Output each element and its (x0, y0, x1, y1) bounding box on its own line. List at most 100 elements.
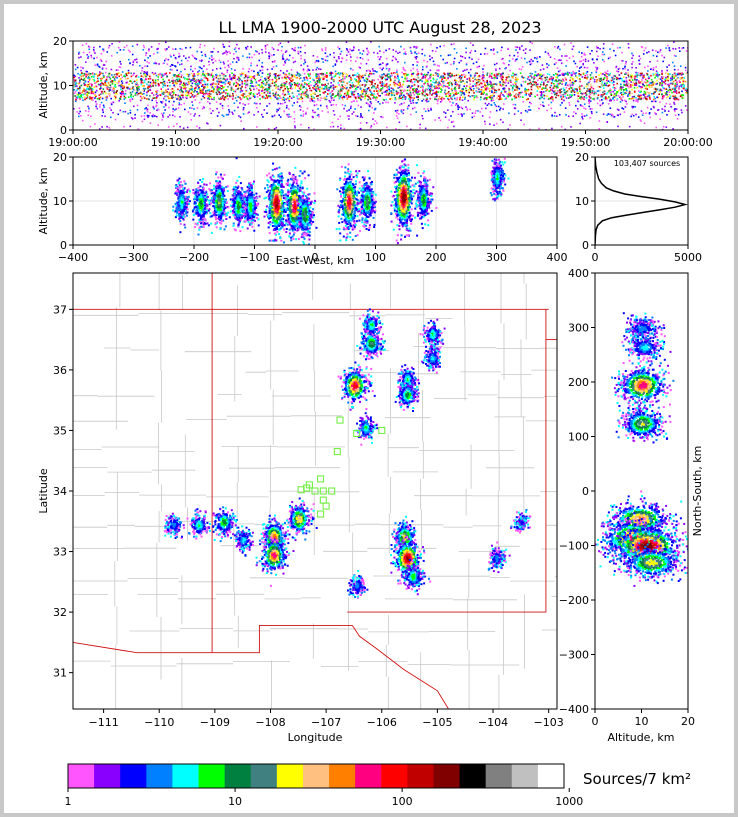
colorbar-tick-label: 1000 (555, 795, 583, 808)
map-source-cluster (394, 364, 420, 412)
map-ytick-label: 31 (53, 667, 67, 680)
lma-station-marker (305, 481, 313, 489)
lma-station-marker (317, 475, 325, 483)
map-ytick-label: 35 (53, 424, 67, 437)
east-west-ylabel: Altitude, km (37, 167, 50, 234)
east-west-xtick-label: −200 (179, 251, 209, 264)
county-line (312, 273, 316, 659)
map-ytick-label: 33 (53, 546, 67, 559)
county-line (73, 520, 557, 528)
colorbar-swatch (68, 764, 95, 788)
colorbar-swatch (250, 764, 278, 788)
map-ytick-label: 32 (53, 606, 67, 619)
colorbar-swatch (302, 764, 330, 788)
north-south-cluster (622, 312, 666, 345)
map-xtick-label: −104 (478, 716, 508, 729)
colorbar-swatch (355, 764, 382, 788)
map-ytick-label: 34 (53, 485, 67, 498)
map-xtick-label: −110 (144, 716, 174, 729)
histogram-ytick-label: 20 (575, 151, 589, 164)
county-line (73, 467, 535, 473)
lma-station-marker (322, 502, 330, 510)
state-line (73, 641, 213, 654)
altitude-time-panel: 19:00:00 19:10:00 19:20:00 19:30:00 19:40:00… (37, 35, 713, 149)
colorbar-label: Sources/7 km² (583, 770, 691, 788)
altitude-time-ylabel: Altitude, km (37, 51, 50, 118)
county-line (73, 394, 557, 399)
histogram-ytick-label: 10 (575, 195, 589, 208)
east-west-cluster (263, 162, 291, 245)
lma-station-marker (333, 448, 341, 456)
altitude-time-sources (73, 41, 688, 130)
county-line (73, 312, 453, 319)
lma-station-marker (336, 416, 344, 424)
colorbar-swatch (485, 764, 513, 788)
county-line (73, 446, 515, 452)
east-west-xtick-label: 200 (426, 251, 447, 264)
altitude-time-xtick-label: 19:00:00 (48, 136, 97, 149)
map-source-cluster (347, 570, 369, 599)
map-ytick-label: 36 (53, 364, 67, 377)
map-xtick-label: −105 (422, 716, 452, 729)
north-south-ytick-label: 0 (582, 485, 589, 498)
map-source-cluster (212, 506, 238, 543)
county-line (129, 628, 557, 633)
colorbar-swatch (537, 764, 565, 788)
map-xtick-label: −106 (367, 716, 397, 729)
altitude-time-ytick-label: 20 (53, 35, 67, 48)
altitude-time-xtick-label: 20:00:00 (663, 136, 712, 149)
histogram-xtick-label: 0 (592, 251, 599, 264)
map-source-cluster (186, 508, 211, 540)
map-source-cluster (487, 541, 511, 574)
east-west-cluster (208, 171, 230, 234)
map-source-cluster (356, 325, 386, 361)
county-line (464, 273, 472, 709)
east-west-cluster (390, 158, 418, 245)
lma-station-marker (311, 487, 319, 495)
altitude-time-ytick-label: 10 (53, 80, 67, 93)
east-west-cluster (489, 157, 510, 202)
map-source-cluster (355, 408, 379, 446)
county-line (156, 273, 162, 680)
plan-view-ylabel: Latitude (37, 468, 50, 514)
lma-figure: LL LMA 1900-2000 UTC August 28, 2023 19:… (37, 18, 713, 808)
north-south-panel: 0 10 20 −400 −300 −200 −100 0 100 200 300 400 Altit… (559, 267, 704, 744)
lma-station-marker (353, 430, 361, 437)
east-west-panel: −400 −300 −200 −100 0 100 200 300 400 0 10 20 Altit… (37, 151, 568, 267)
north-south-ytick-label: 100 (568, 431, 589, 444)
plan-view-panel: −111 −110 −109 −108 −107 −106 −105 −104 −103 31 32… (37, 272, 564, 744)
altitude-time-xtick-label: 19:30:00 (356, 136, 405, 149)
colorbar-swatch (329, 764, 356, 788)
map-xtick-label: −108 (255, 716, 285, 729)
colorbar-swatch (224, 764, 252, 788)
altitude-histogram-panel: 0 5000 0 10 20 103,407 sources (575, 151, 702, 264)
lma-station-marker (328, 487, 336, 495)
map-source-cluster (255, 533, 295, 587)
map-xtick-label: −103 (534, 716, 564, 729)
north-south-xtick-label: 0 (592, 715, 599, 728)
state-boundaries (73, 273, 557, 709)
county-line (181, 273, 188, 709)
east-west-ytick-label: 0 (60, 239, 67, 252)
colorbar-swatch (407, 764, 434, 788)
county-line (417, 273, 425, 709)
north-south-xlabel: Altitude, km (607, 731, 674, 744)
state-line (347, 309, 547, 613)
county-boundaries (73, 273, 557, 709)
map-source-cluster (400, 559, 432, 596)
county-line (104, 346, 557, 353)
north-south-cluster (621, 330, 672, 365)
east-west-cluster (241, 180, 261, 232)
map-ytick-label: 37 (53, 303, 67, 316)
figure-title: LL LMA 1900-2000 UTC August 28, 2023 (218, 18, 541, 37)
north-south-ytick-label: −300 (559, 649, 589, 662)
north-south-cluster (611, 360, 675, 412)
north-south-ytick-label: 200 (568, 376, 589, 389)
colorbar-swatch (381, 764, 408, 788)
altitude-histogram-line (595, 157, 688, 245)
county-line (497, 273, 505, 709)
east-west-xtick-label: 0 (312, 251, 319, 264)
map-source-cluster (359, 308, 384, 341)
map-source-cluster (284, 497, 318, 542)
map-source-cluster (234, 525, 254, 557)
